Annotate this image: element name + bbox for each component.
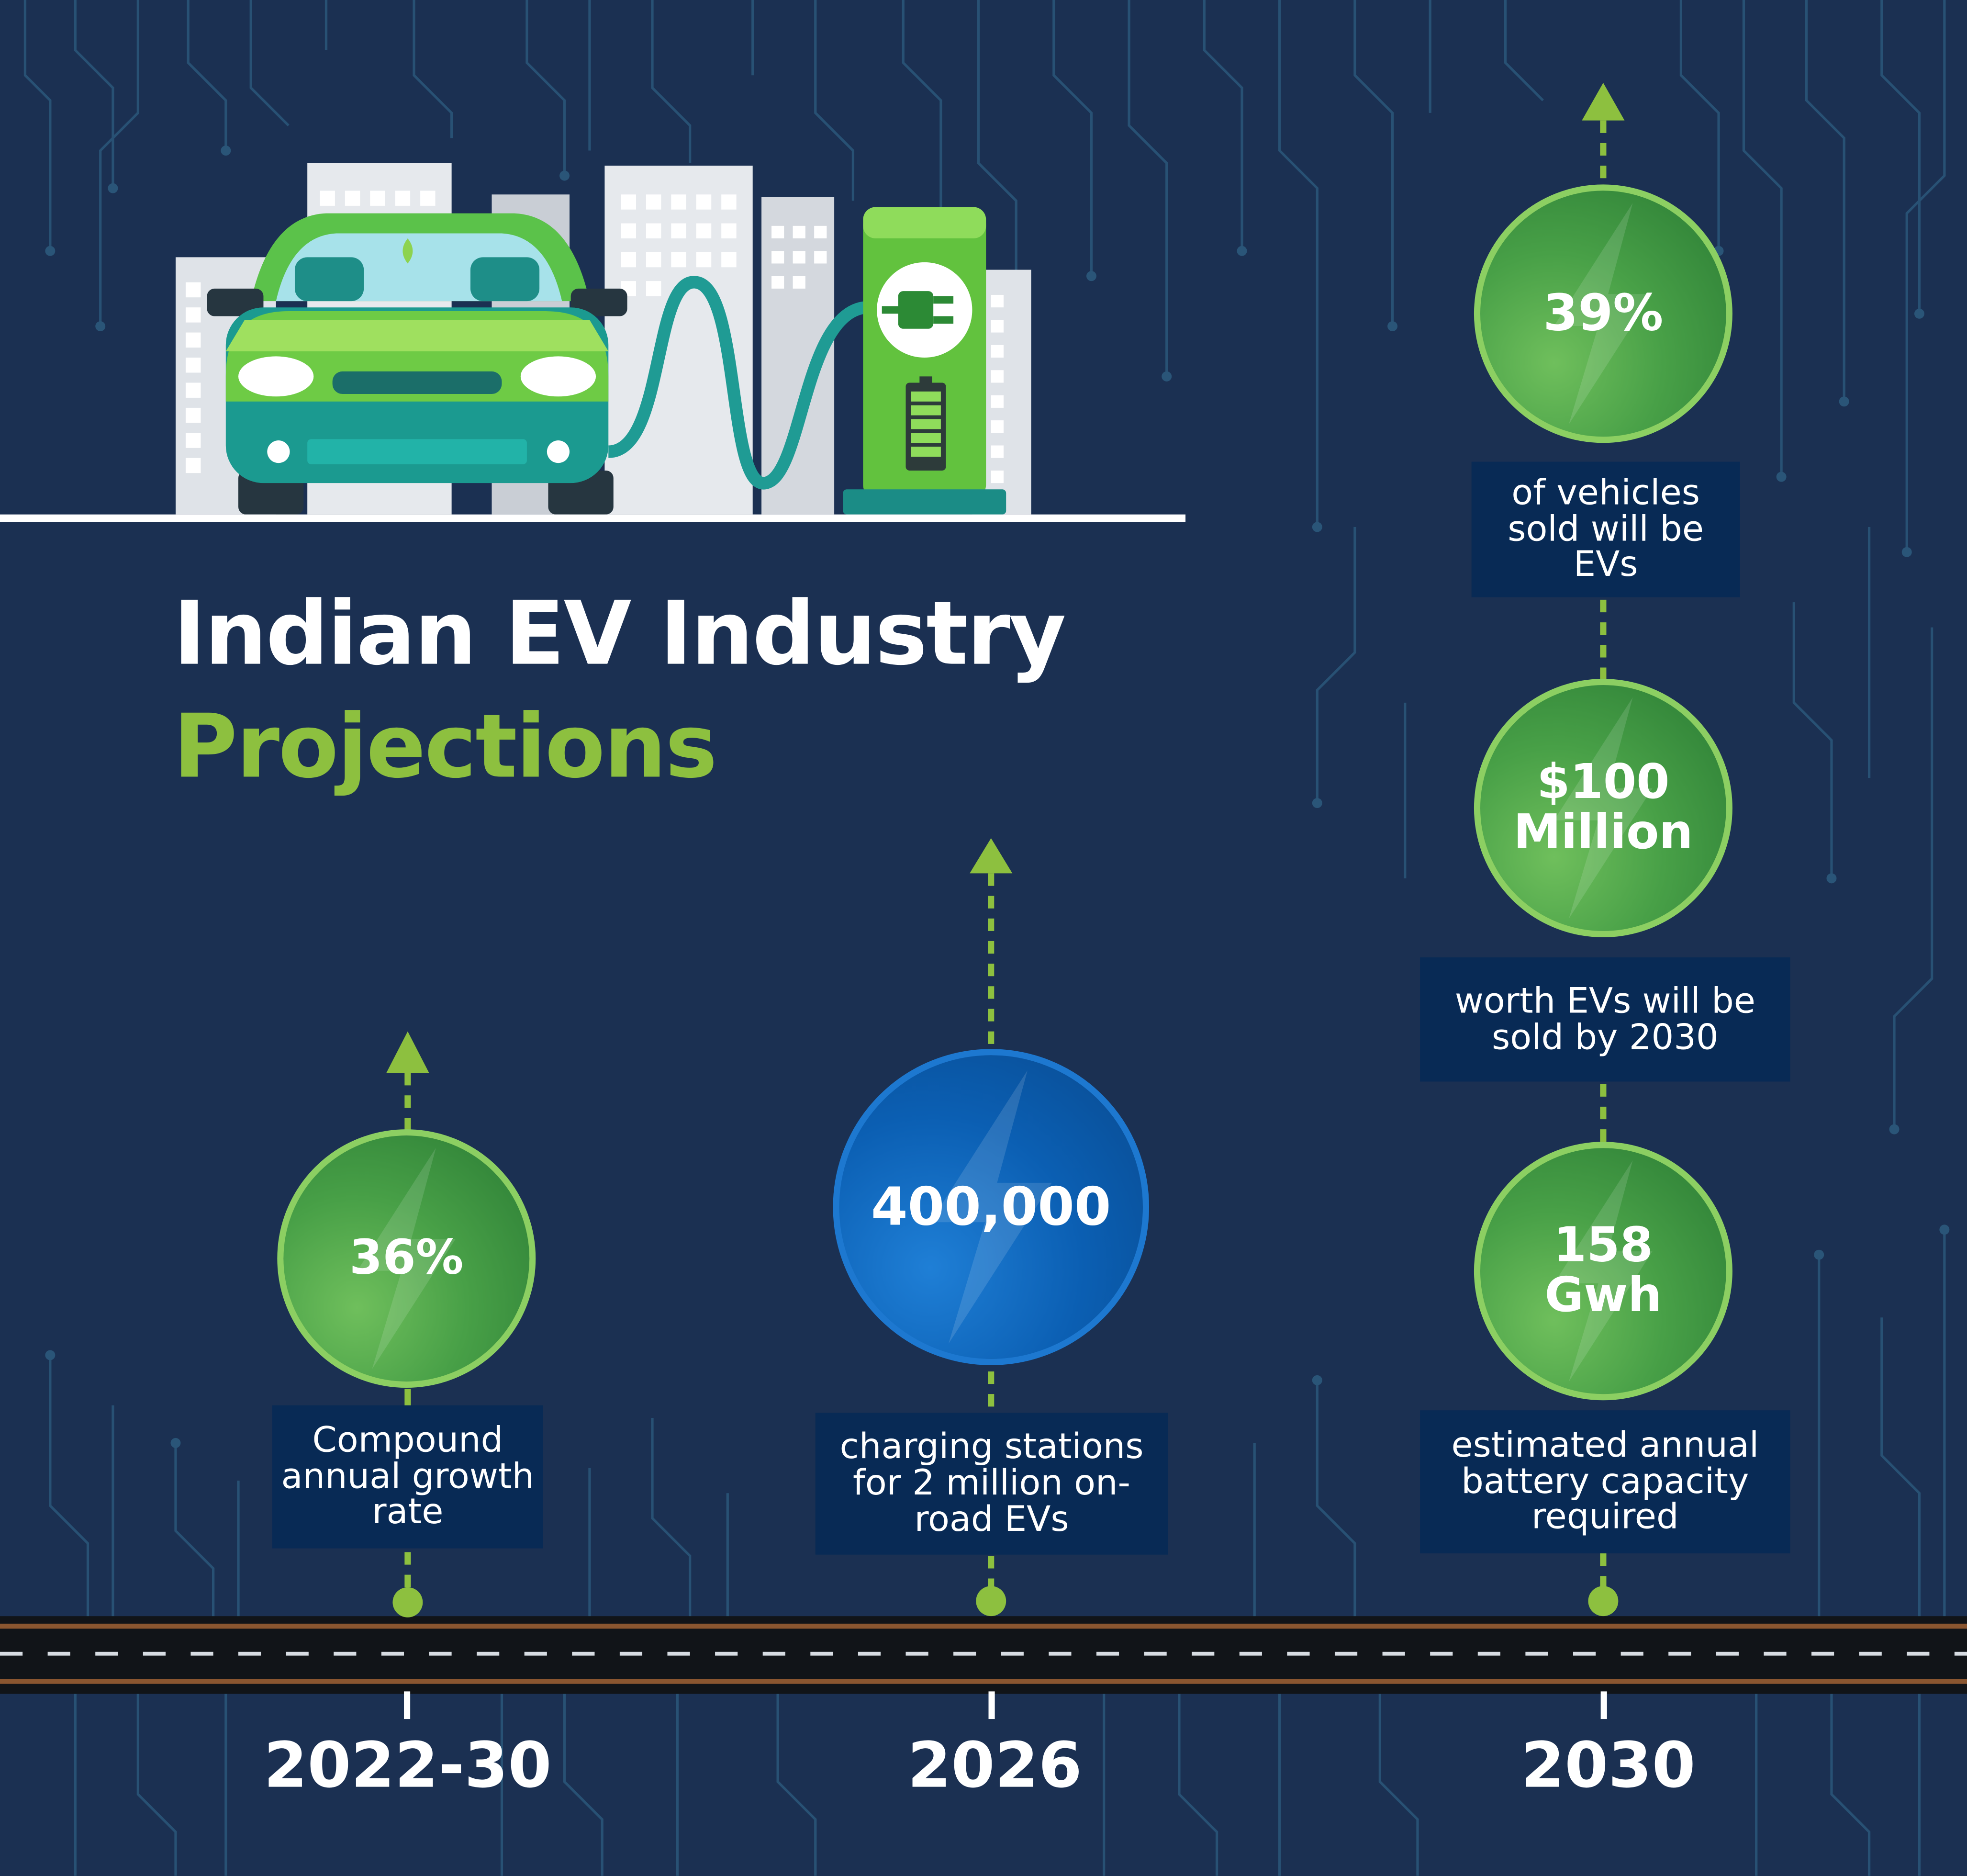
- year-label-2026: 2026: [907, 1729, 1082, 1802]
- stat-caption-ev-worth: worth EVs will be sold by 2030: [1420, 957, 1790, 1082]
- timeline-arrow-2026: [970, 838, 1013, 1617]
- charging-station-icon: [843, 207, 1006, 515]
- lightning-bolt-icon: [1554, 697, 1653, 919]
- stat-caption-cagr: Compound annual growth rate: [272, 1405, 543, 1549]
- stat-circle-charging: 400,000: [833, 1049, 1150, 1365]
- stat-circle-cagr: 36%: [277, 1129, 536, 1388]
- stat-caption-ev-share: of vehicles sold will be EVs: [1471, 461, 1740, 597]
- lightning-bolt-icon: [357, 1147, 456, 1370]
- year-tick: [404, 1691, 411, 1719]
- stat-circle-ev-worth: $100 Million: [1474, 679, 1732, 938]
- page-title: Indian EV Industry: [173, 582, 1066, 685]
- stat-value-ev-worth-line1: $100: [1537, 754, 1670, 809]
- lightning-bolt-icon: [1554, 203, 1653, 425]
- stat-circle-battery: 158 Gwh: [1474, 1142, 1732, 1401]
- ground-line: [0, 514, 1186, 522]
- ev-car-icon: [207, 213, 627, 515]
- stat-caption-charging: charging stations for 2 million on-road …: [815, 1413, 1168, 1555]
- lightning-bolt-icon: [930, 1070, 1052, 1344]
- stat-value-ev-share: 39%: [1543, 285, 1664, 343]
- road-icon: [0, 1616, 1967, 1694]
- year-tick: [1600, 1691, 1607, 1719]
- stat-caption-battery: estimated annual battery capacity requir…: [1420, 1410, 1790, 1554]
- stat-circle-ev-share: 39%: [1474, 184, 1732, 443]
- stat-value-charging: 400,000: [871, 1175, 1111, 1237]
- timeline-arrow-2022: [386, 1031, 429, 1618]
- year-label-2022-30: 2022-30: [264, 1729, 552, 1802]
- lightning-bolt-icon: [1554, 1160, 1653, 1382]
- stat-value-battery-line2: Gwh: [1544, 1267, 1662, 1323]
- timeline-arrow-2030: [1582, 82, 1625, 1617]
- year-label-2030: 2030: [1520, 1729, 1696, 1802]
- year-tick: [988, 1691, 995, 1719]
- stat-value-battery-line1: 158: [1553, 1217, 1653, 1273]
- page-subtitle: Projections: [173, 695, 717, 798]
- stat-value-ev-worth-line2: Million: [1513, 804, 1693, 860]
- stat-value-cagr: 36%: [349, 1229, 464, 1285]
- charging-cable-icon: [607, 276, 867, 490]
- ev-charging-illustration: [0, 163, 1186, 522]
